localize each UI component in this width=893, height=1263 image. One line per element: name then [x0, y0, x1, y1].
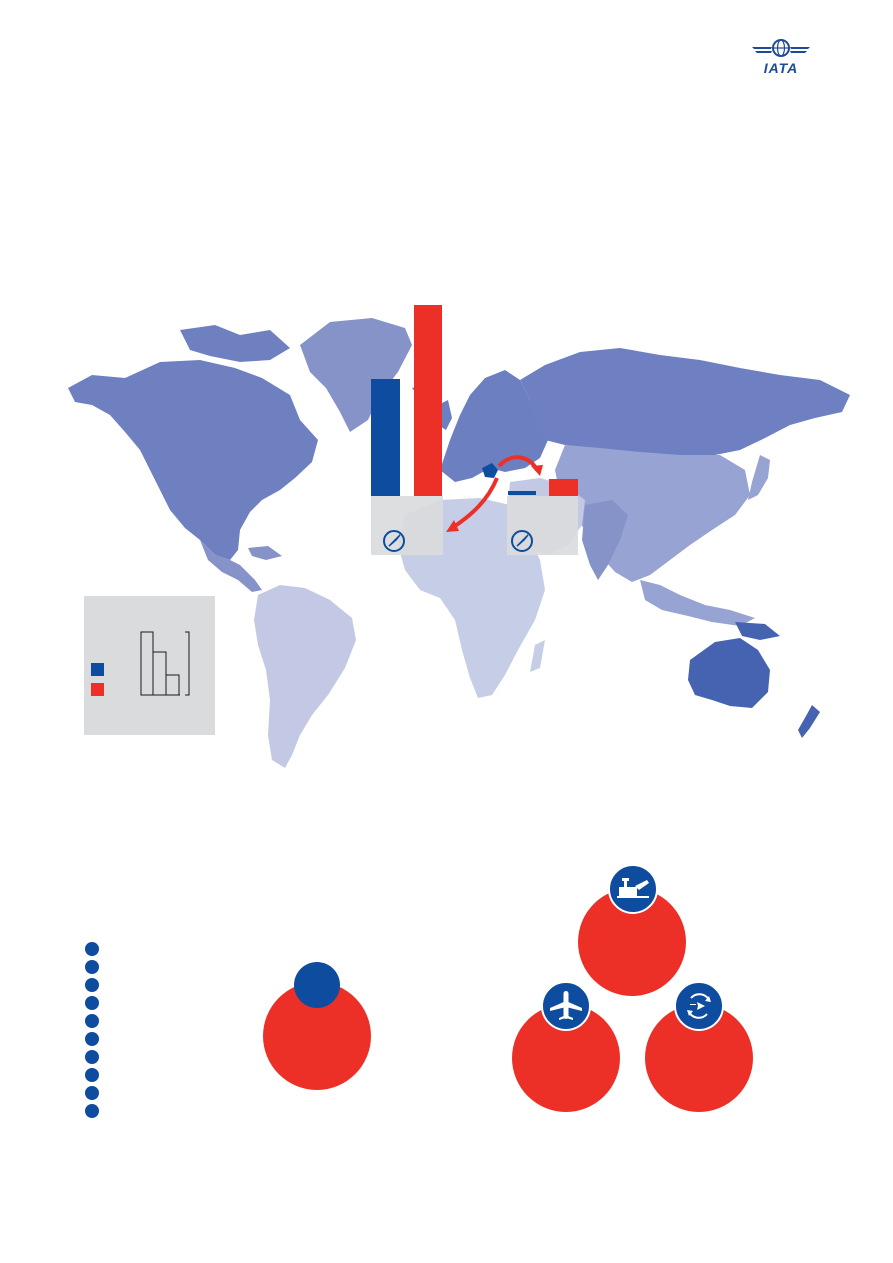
circle-red-connecting [645, 1004, 753, 1112]
compass-icon [511, 530, 533, 552]
map-south-america [254, 585, 356, 768]
mini-bracket [185, 631, 190, 696]
map-arctic-islands [180, 325, 290, 362]
arrow-head-left [446, 520, 459, 532]
airplane-icon [550, 991, 582, 1020]
list-dot [85, 1086, 99, 1100]
list-dot [85, 1050, 99, 1064]
bar-blue-large [371, 379, 400, 496]
map-caribbean [248, 546, 282, 560]
dot-list [85, 942, 99, 1118]
map-new-guinea [735, 622, 780, 640]
map-central-america [200, 540, 262, 592]
logo-text: IATA [763, 60, 799, 76]
panel-left [371, 496, 443, 555]
legend-mini-chart [140, 631, 190, 696]
map-new-zealand [798, 705, 820, 738]
list-dot [85, 1032, 99, 1046]
circle-red-middle [263, 982, 371, 1090]
circle-red-airport [578, 888, 686, 996]
legend-box [84, 596, 215, 735]
list-dot [85, 942, 99, 956]
list-dot [85, 1104, 99, 1118]
map-southeast-asia [640, 580, 755, 626]
legend-swatch-blue [91, 663, 104, 676]
bar-blue-small [508, 491, 536, 495]
list-dot [85, 996, 99, 1010]
legend-swatch-red [91, 683, 104, 696]
list-dot [85, 1014, 99, 1028]
map-australia [688, 638, 770, 708]
iata-logo: IATA [750, 38, 812, 78]
airport-terminal-icon [617, 878, 649, 898]
list-dot [85, 978, 99, 992]
globe-wings-icon [752, 39, 810, 57]
list-dot [85, 960, 99, 974]
compass-icon [383, 530, 405, 552]
highlighted-country [482, 463, 498, 478]
connecting-flights-icon [687, 993, 711, 1019]
circle-blue-middle [294, 962, 340, 1008]
map-north-america [68, 360, 318, 560]
circle-red-airplane [512, 1004, 620, 1112]
arrow-head-right [531, 465, 543, 476]
map-greenland [300, 318, 412, 432]
list-dot [85, 1068, 99, 1082]
map-asia [555, 445, 750, 582]
bar-red-small [549, 479, 578, 496]
bar-red-large [414, 305, 442, 496]
map-india [582, 500, 628, 580]
map-japan [748, 455, 770, 500]
map-europe [440, 370, 548, 482]
map-russia [520, 348, 850, 456]
map-madagascar [530, 640, 545, 672]
